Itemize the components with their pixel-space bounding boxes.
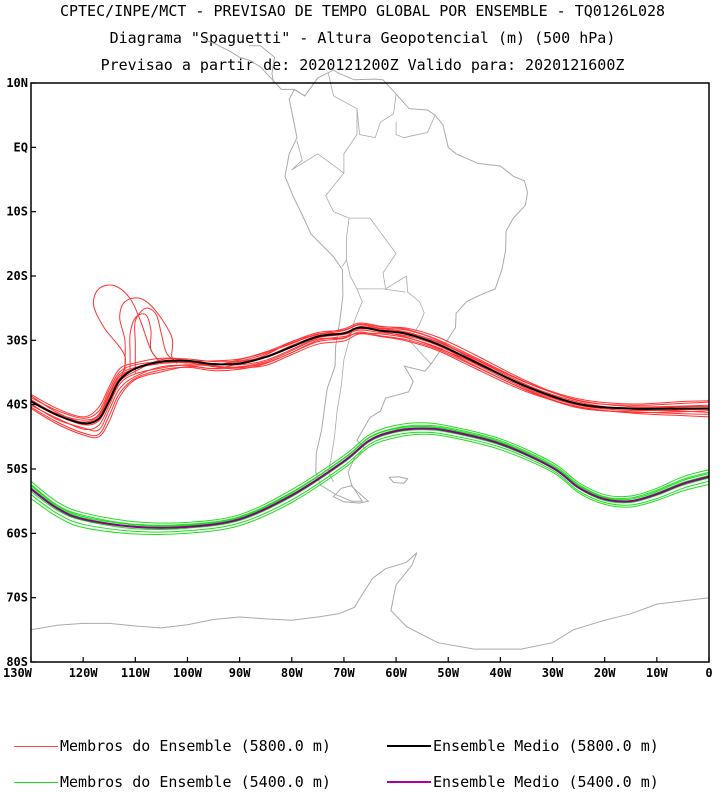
country-border-2 [349,217,407,290]
country-border-4 [357,288,406,293]
member-5800-line-1 [30,326,710,426]
legend-swatch-mean-5800 [387,745,431,747]
member-5800-line-7 [30,326,710,421]
lat-tick-label: 80S [6,655,28,669]
legend: Membros do Ensemble (5800.0 m) Ensemble … [0,728,725,792]
lon-tick-label: 60W [385,666,407,680]
member-5800-loop-0 [92,284,162,382]
lon-tick-label: 50W [437,666,459,680]
lat-tick-label: 20S [6,269,28,283]
lon-tick-label: 80W [281,666,303,680]
lon-tick-label: 70W [333,666,355,680]
member-5400-line-1 [30,427,710,528]
lat-tick-label: 40S [6,398,28,412]
lon-tick-label: 100W [173,666,203,680]
title-line-2: Diagrama "Spaguetti" - Altura Geopotenci… [109,29,616,47]
lon-tick-label: 0 [705,666,712,680]
lon-tick-label: 10W [646,666,668,680]
member-5800-line-8 [30,322,710,418]
lon-tick-label: 40W [490,666,512,680]
title-line-3: Previsao a partir de: 2020121200Z Valido… [100,56,625,74]
lat-tick-label: EQ [14,140,28,154]
country-border-3 [406,275,432,365]
lat-tick-label: 10N [6,76,28,90]
member-5800-loop-1 [119,297,178,370]
lat-tick-label: 10S [6,205,28,219]
mean-5800-line [30,326,709,425]
country-border-8 [291,140,303,171]
legend-swatch-members-5800 [14,745,58,747]
lon-tick-label: 110W [121,666,151,680]
lat-tick-label: 60S [6,526,28,540]
member-5400-line-6 [30,433,710,536]
legend-item-members-5800: Membros do Ensemble (5800.0 m) [14,735,331,757]
member-5800-line-6 [30,332,710,431]
contour-layer [30,284,710,536]
lon-tick-label: 90W [229,666,251,680]
lat-tick-label: 30S [6,333,28,347]
member-5800-line-2 [30,324,710,432]
coastline-layer [30,38,710,650]
legend-swatch-members-5400 [14,781,58,783]
member-5800-line-9 [30,333,710,439]
mean-5400-line [30,427,710,529]
lon-tick-label: 30W [542,666,564,680]
lat-tick-label: 70S [6,591,28,605]
legend-swatch-mean-5400 [387,781,431,783]
antarctic-peninsula-coastline [30,552,418,631]
lon-tick-label: 130W [3,666,33,680]
lat-tick-label: 50S [6,462,28,476]
member-5800-line-5 [30,329,710,424]
lon-tick-label: 120W [69,666,99,680]
country-border-6 [356,93,397,139]
map-frame [30,82,710,663]
member-5400-line-7 [30,425,710,527]
member-5800-line-0 [30,328,710,423]
falklands-coastline [388,476,409,484]
legend-label-members-5800: Membros do Ensemble (5800.0 m) [60,737,331,755]
country-border-5 [327,73,358,174]
caribbean-coastline [249,45,276,84]
country-border-1 [291,153,350,267]
country-border-7 [395,115,436,139]
legend-label-members-5400: Membros do Ensemble (5400.0 m) [60,773,331,791]
tierra-del-fuego-coastline [332,485,370,504]
antarctic-coastline [390,552,710,650]
title-line-1: CPTEC/INPE/MCT - PREVISAO DE TEMPO GLOBA… [59,2,666,20]
legend-label-mean-5800: Ensemble Medio (5800.0 m) [433,737,659,755]
central-america-coastline [202,38,306,97]
member-5800-line-3 [30,331,710,437]
member-5800-loop-3 [129,313,162,372]
south-america-coastline [284,69,529,502]
legend-item-mean-5400: Ensemble Medio (5400.0 m) [387,771,659,793]
legend-label-mean-5400: Ensemble Medio (5400.0 m) [433,773,659,791]
legend-item-members-5400: Membros do Ensemble (5400.0 m) [14,771,331,793]
member-5400-line-0 [30,424,710,526]
lon-tick-label: 20W [594,666,616,680]
member-5400-line-3 [30,431,710,533]
legend-item-mean-5800: Ensemble Medio (5800.0 m) [387,735,659,757]
member-5400-line-2 [30,429,710,531]
member-5400-line-4 [30,422,710,524]
member-5800-loop-2 [134,307,178,374]
member-5800-line-4 [30,323,710,419]
